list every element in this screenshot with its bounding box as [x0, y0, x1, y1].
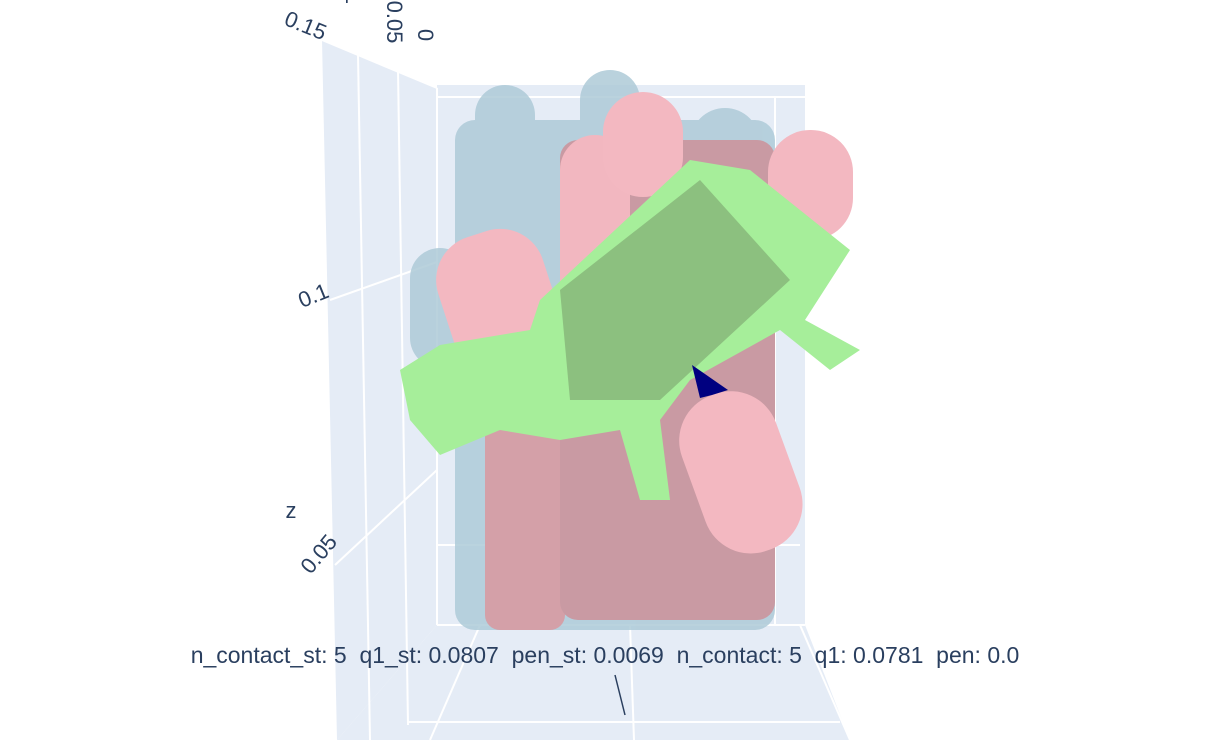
axis-tick [614, 674, 626, 716]
y-tick-label: 0.05 [382, 1, 407, 44]
z-tick-label: 0.15 [281, 6, 330, 45]
floor [337, 625, 850, 740]
contact-region [692, 365, 728, 398]
object-mesh [400, 160, 860, 500]
annotation: n_contact_st: 5 q1_st: 0.0807 pen_st: 0.… [191, 642, 1020, 668]
z-axis-title: z [286, 498, 297, 523]
left-wall [322, 40, 437, 740]
y-tick-label: 0 [413, 29, 438, 41]
z-tick-label: 0.1 [295, 278, 333, 313]
y-tick-label: 1 [341, 0, 366, 4]
